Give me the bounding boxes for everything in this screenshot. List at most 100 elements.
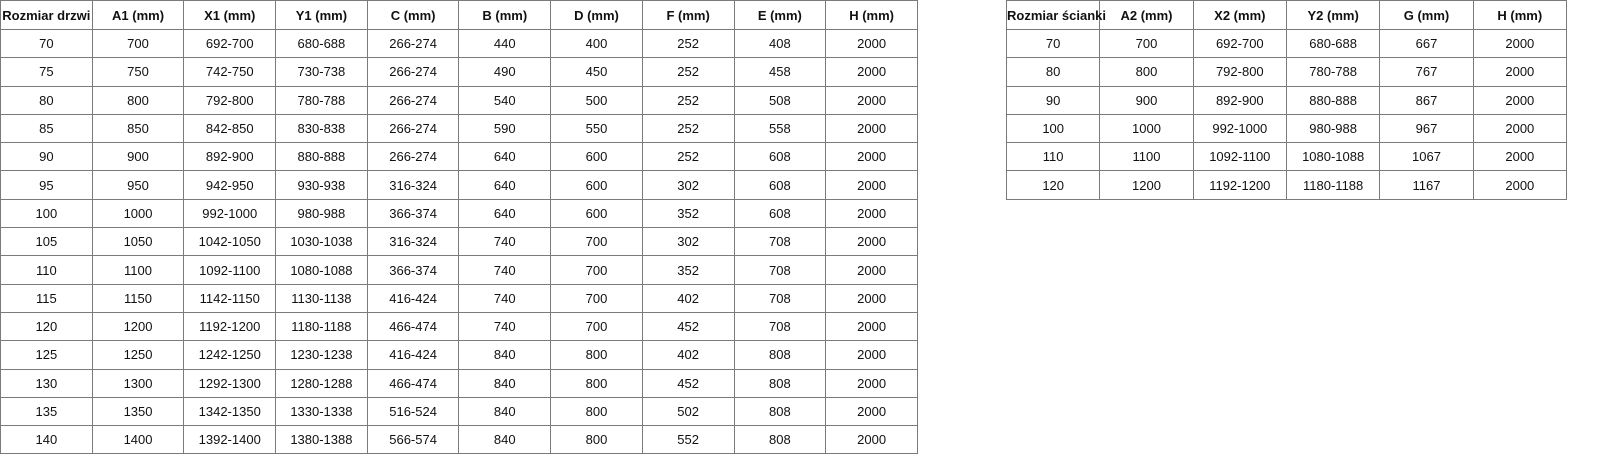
table-cell: 740 (458, 283, 552, 313)
table-cell: 2000 (825, 198, 918, 229)
table-cell: 1142-1150 (183, 283, 277, 313)
table-row: 75 750 742-750 730-738 266-274 490 450 252 458 20… (0, 57, 918, 87)
table-row: 130 1300 1292-1300 1280-1288 466-474 840 800 45… (0, 368, 918, 398)
table-cell: 2000 (1472, 28, 1568, 59)
table-cell: 1130-1138 (275, 283, 368, 313)
table-cell: 1050 (91, 227, 185, 257)
table-cell: 1180-1188 (275, 311, 368, 342)
table-cell: 400 (550, 28, 643, 59)
table-cell: 750 (91, 57, 185, 87)
table-cell: 808 (733, 340, 827, 370)
table-cell: 1330-1338 (275, 396, 368, 427)
table-cell: 692-700 (1192, 28, 1287, 59)
table-cell: 120 (1005, 170, 1101, 200)
table-cell: 135 (0, 396, 93, 427)
table-cell: 842-850 (183, 113, 277, 144)
table-cell: 1000 (1099, 113, 1194, 144)
table-cell: 452 (641, 311, 735, 342)
wall-dimensions-table: Rozmiar ścianki A2 (mm) X2 (mm) Y2 (mm) G (m… (1005, 0, 1568, 200)
table-cell: 967 (1379, 113, 1474, 144)
table-cell: 2000 (825, 283, 918, 313)
table-cell: 800 (550, 396, 643, 427)
table-cell: 700 (550, 311, 643, 342)
table-cell: 680-688 (275, 28, 368, 59)
table-row: 90 900 892-900 880-888 867 2000 (1005, 85, 1568, 115)
table-cell: 708 (733, 311, 827, 342)
table-cell: 115 (0, 283, 93, 313)
table-row: 125 1250 1242-1250 1230-1238 416-424 840 800 40… (0, 340, 918, 370)
table-cell: 302 (641, 227, 735, 257)
table-cell: 1200 (1099, 170, 1194, 200)
table-cell: 558 (733, 113, 827, 144)
table-cell: 302 (641, 170, 735, 200)
table-cell: 740 (458, 311, 552, 342)
header-row: Rozmiar drzwi A1 (mm) X1 (mm) Y1 (mm) C (mm)… (0, 0, 918, 30)
table-cell: 608 (733, 198, 827, 229)
table-cell: 892-900 (183, 142, 277, 172)
table-cell: 466-474 (366, 368, 460, 398)
table-cell: 490 (458, 57, 552, 87)
table-cell: 416-424 (366, 283, 460, 313)
table-cell: 110 (1005, 142, 1101, 172)
table-row: 80 800 792-800 780-788 767 2000 (1005, 57, 1568, 87)
table-cell: 1192-1200 (1192, 170, 1287, 200)
table-cell: 316-324 (366, 170, 460, 200)
table-cell: 105 (0, 227, 93, 257)
table-cell: 352 (641, 198, 735, 229)
table-cell: 450 (550, 57, 643, 87)
column-header: D (mm) (550, 0, 643, 30)
table-cell: 780-788 (275, 85, 368, 115)
table-cell: 850 (91, 113, 185, 144)
table-row: 110 1100 1092-1100 1080-1088 366-374 740 700 35… (0, 255, 918, 285)
table-cell: 2000 (1472, 170, 1568, 200)
table-cell: 2000 (825, 57, 918, 87)
table-cell: 266-274 (366, 113, 460, 144)
table-cell: 892-900 (1192, 85, 1287, 115)
table-cell: 980-988 (275, 198, 368, 229)
table-cell: 140 (0, 425, 93, 455)
table-cell: 840 (458, 368, 552, 398)
table-cell: 640 (458, 198, 552, 229)
table-cell: 808 (733, 396, 827, 427)
table-cell: 950 (91, 170, 185, 200)
table-cell: 942-950 (183, 170, 277, 200)
table-cell: 1400 (91, 425, 185, 455)
table-cell: 830-838 (275, 113, 368, 144)
column-header: Rozmiar drzwi (0, 0, 93, 30)
table-cell: 120 (0, 311, 93, 342)
table-cell: 900 (1099, 85, 1194, 115)
column-header: X2 (mm) (1192, 0, 1287, 30)
table-cell: 1300 (91, 368, 185, 398)
table-cell: 2000 (825, 368, 918, 398)
table-cell: 80 (0, 85, 93, 115)
table-cell: 516-524 (366, 396, 460, 427)
table-cell: 1167 (1379, 170, 1474, 200)
table-cell: 2000 (825, 425, 918, 455)
table-cell: 2000 (825, 255, 918, 285)
table-cell: 2000 (825, 85, 918, 115)
table-cell: 402 (641, 283, 735, 313)
table-cell: 458 (733, 57, 827, 87)
table-cell: 640 (458, 170, 552, 200)
table-cell: 700 (550, 255, 643, 285)
table-cell: 1250 (91, 340, 185, 370)
table-cell: 252 (641, 142, 735, 172)
table-cell: 1292-1300 (183, 368, 277, 398)
table-cell: 1380-1388 (275, 425, 368, 455)
column-header: X1 (mm) (183, 0, 277, 30)
table-cell: 566-574 (366, 425, 460, 455)
table-row: 100 1000 992-1000 980-988 967 2000 (1005, 113, 1568, 144)
table-row: 140 1400 1392-1400 1380-1388 566-574 840 800 55… (0, 425, 918, 455)
column-header: A2 (mm) (1099, 0, 1194, 30)
table-row: 90 900 892-900 880-888 266-274 640 600 252 608 20… (0, 142, 918, 172)
table-cell: 700 (550, 283, 643, 313)
table-cell: 767 (1379, 57, 1474, 87)
table-cell: 992-1000 (183, 198, 277, 229)
column-header: H (mm) (1472, 0, 1568, 30)
table-cell: 840 (458, 340, 552, 370)
table-cell: 416-424 (366, 340, 460, 370)
table-row: 70 700 692-700 680-688 266-274 440 400 252 408 20… (0, 28, 918, 59)
table-cell: 740 (458, 227, 552, 257)
door-dimensions-table: Rozmiar drzwi A1 (mm) X1 (mm) Y1 (mm) C (mm)… (0, 0, 918, 455)
table-cell: 740 (458, 255, 552, 285)
